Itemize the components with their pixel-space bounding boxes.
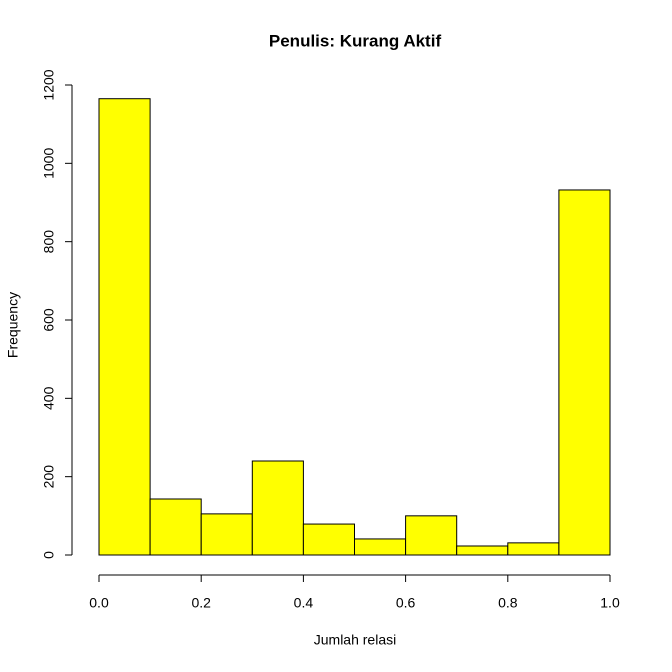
- y-tick-label: 1200: [41, 69, 57, 100]
- x-tick-label: 0.4: [294, 595, 314, 611]
- y-axis-label: Frequency: [5, 292, 21, 358]
- x-tick-label: 0.2: [191, 595, 211, 611]
- bar: [354, 538, 407, 556]
- bar: [405, 515, 458, 556]
- bar: [507, 542, 560, 556]
- x-tick-label: 0.8: [498, 595, 518, 611]
- y-tick-label: 0: [41, 551, 57, 559]
- x-tick-label: 0.0: [89, 595, 109, 611]
- x-tick-label: 1.0: [600, 595, 620, 611]
- bar: [558, 189, 611, 556]
- x-axis-label: Jumlah relasi: [314, 632, 396, 648]
- bar: [200, 513, 253, 556]
- bar: [456, 545, 509, 556]
- y-tick-label: 200: [41, 465, 57, 489]
- x-tick-label: 0.6: [396, 595, 416, 611]
- chart-title: Penulis: Kurang Aktif: [269, 31, 442, 50]
- y-tick-label: 800: [41, 230, 57, 254]
- y-tick-label: 1000: [41, 148, 57, 179]
- bar: [251, 460, 304, 556]
- y-tick-label: 400: [41, 386, 57, 410]
- bar: [302, 523, 355, 556]
- bar: [98, 98, 151, 556]
- y-tick-label: 600: [41, 308, 57, 332]
- bar: [149, 498, 202, 556]
